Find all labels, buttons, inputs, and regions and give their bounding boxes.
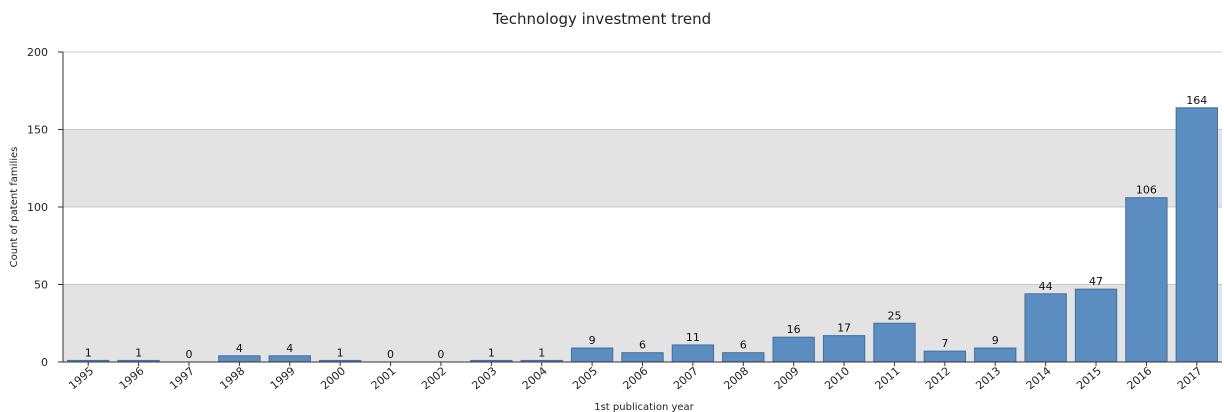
x-tick-label: 2017: [1175, 364, 1205, 392]
x-axis-title: 1st publication year: [594, 402, 694, 412]
y-tick-label: 0: [41, 356, 48, 369]
chart-title: Technology investment trend: [492, 10, 711, 28]
data-label: 17: [837, 322, 851, 335]
data-label: 6: [740, 339, 747, 352]
x-tick-label: 2003: [469, 364, 499, 392]
data-label: 1: [337, 346, 344, 359]
data-label: 0: [437, 348, 444, 361]
x-tick-label: 1995: [66, 364, 96, 392]
data-label: 1: [85, 346, 92, 359]
x-tick-label: 2007: [671, 364, 701, 392]
data-label: 7: [941, 337, 948, 350]
data-label: 9: [589, 334, 596, 347]
data-label: 4: [236, 342, 243, 355]
bars: [67, 107, 1218, 363]
data-label: 4: [286, 342, 293, 355]
bar: [671, 344, 715, 363]
y-tick-label: 100: [27, 201, 48, 214]
x-tick-labels: 1995 1996 1997 1998 1999 2000 2001 2002 2003 2004…: [66, 362, 1205, 392]
data-label: 16: [787, 323, 801, 336]
y-axis-title: Count of patent families: [9, 147, 20, 268]
bar: [974, 347, 1017, 363]
x-tick-label: 2004: [520, 364, 550, 392]
x-tick-label: 2009: [772, 364, 802, 392]
x-tick-label: 2013: [973, 364, 1003, 392]
x-tick-label: 1997: [167, 364, 197, 392]
bar: [1074, 288, 1118, 363]
bar: [1024, 293, 1067, 363]
bar: [923, 350, 967, 363]
data-label: 6: [639, 339, 646, 352]
x-tick-label: 1999: [268, 364, 298, 392]
data-label: 11: [686, 331, 700, 344]
bar: [873, 322, 916, 363]
x-tick-label: 2016: [1125, 364, 1155, 392]
bar: [218, 355, 261, 363]
data-label: 1: [488, 346, 495, 359]
data-label: 106: [1136, 184, 1157, 197]
data-label: 1: [135, 346, 142, 359]
data-label: 9: [992, 334, 999, 347]
y-tick-label: 200: [27, 46, 48, 59]
data-label: 44: [1039, 280, 1053, 293]
bar: [1125, 197, 1168, 363]
x-tick-label: 2015: [1074, 364, 1104, 392]
bar: [722, 352, 765, 363]
x-tick-label: 2002: [419, 364, 449, 392]
bar: [268, 355, 311, 363]
gridlines: [63, 51, 1222, 285]
x-tick-label: 2014: [1024, 364, 1054, 392]
y-tick-labels: 0 50 100 150 200: [27, 46, 63, 369]
x-tick-label: 2011: [873, 364, 903, 392]
x-tick-label: 2000: [318, 364, 348, 392]
data-label: 0: [387, 348, 394, 361]
bar: [822, 335, 866, 363]
x-tick-label: 1996: [117, 364, 147, 392]
bar: [570, 347, 614, 363]
y-tick-label: 150: [27, 124, 48, 137]
bar: [621, 352, 664, 363]
axes: [62, 52, 1222, 363]
data-label: 0: [185, 348, 192, 361]
data-label: 47: [1089, 275, 1103, 288]
x-tick-label: 2010: [822, 364, 852, 392]
data-label: 25: [887, 309, 901, 322]
x-tick-label: 2006: [621, 364, 651, 392]
data-label: 1: [538, 346, 545, 359]
x-tick-label: 2001: [369, 364, 399, 392]
x-tick-label: 1998: [217, 364, 247, 392]
x-tick-label: 2005: [570, 364, 600, 392]
bar: [1175, 107, 1218, 363]
grid-band: [63, 129, 1222, 207]
bar: [772, 336, 815, 363]
data-label: 164: [1186, 94, 1207, 107]
y-tick-label: 50: [34, 279, 48, 292]
x-tick-label: 2008: [721, 364, 751, 392]
x-tick-label: 2012: [923, 364, 953, 392]
